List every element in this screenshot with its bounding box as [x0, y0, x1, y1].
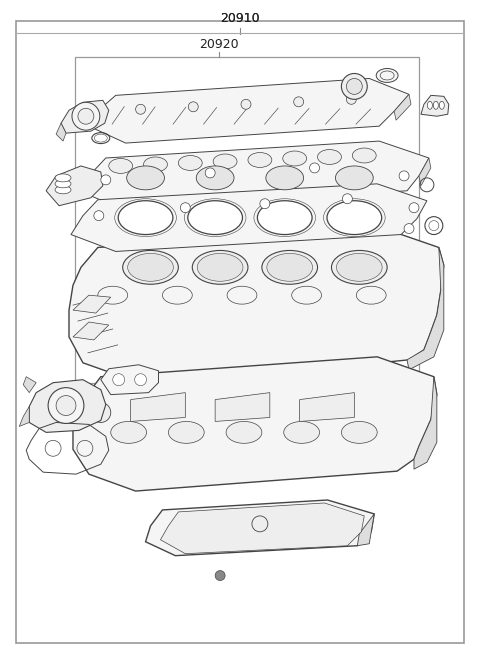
Ellipse shape: [257, 200, 312, 234]
Polygon shape: [23, 377, 36, 392]
Ellipse shape: [267, 253, 312, 281]
Ellipse shape: [55, 186, 71, 194]
Ellipse shape: [327, 200, 382, 234]
Polygon shape: [19, 407, 29, 426]
Ellipse shape: [262, 250, 318, 284]
Circle shape: [72, 102, 100, 130]
Ellipse shape: [227, 286, 257, 304]
Ellipse shape: [292, 286, 322, 304]
Ellipse shape: [283, 151, 307, 166]
Text: 20910: 20910: [220, 12, 260, 26]
Ellipse shape: [109, 159, 132, 174]
Circle shape: [101, 175, 111, 185]
Circle shape: [252, 516, 268, 532]
Polygon shape: [145, 500, 374, 555]
Ellipse shape: [439, 102, 444, 109]
Polygon shape: [160, 503, 364, 553]
Circle shape: [113, 374, 125, 386]
Circle shape: [56, 396, 76, 415]
Ellipse shape: [118, 200, 173, 234]
Text: 20910: 20910: [220, 12, 260, 25]
Ellipse shape: [284, 421, 320, 443]
Ellipse shape: [336, 166, 373, 190]
Ellipse shape: [55, 180, 71, 188]
Circle shape: [342, 194, 352, 204]
Circle shape: [188, 102, 198, 112]
Ellipse shape: [356, 286, 386, 304]
Ellipse shape: [127, 166, 165, 190]
Ellipse shape: [128, 253, 173, 281]
Circle shape: [341, 73, 367, 100]
Ellipse shape: [144, 157, 168, 172]
Ellipse shape: [98, 286, 128, 304]
Ellipse shape: [248, 153, 272, 168]
Text: 20920: 20920: [199, 39, 239, 51]
Circle shape: [94, 211, 104, 221]
Ellipse shape: [318, 149, 341, 164]
Ellipse shape: [196, 166, 234, 190]
Ellipse shape: [55, 174, 71, 182]
Ellipse shape: [336, 253, 382, 281]
Polygon shape: [407, 248, 444, 370]
Circle shape: [404, 223, 414, 234]
Ellipse shape: [179, 155, 202, 170]
Circle shape: [48, 388, 84, 423]
Circle shape: [215, 571, 225, 580]
Polygon shape: [215, 392, 270, 421]
Circle shape: [310, 163, 320, 173]
Polygon shape: [421, 96, 449, 116]
Circle shape: [78, 108, 94, 124]
Circle shape: [205, 168, 215, 178]
Ellipse shape: [162, 286, 192, 304]
Circle shape: [260, 198, 270, 209]
Polygon shape: [357, 514, 374, 546]
Ellipse shape: [427, 102, 432, 109]
Polygon shape: [73, 322, 109, 340]
Polygon shape: [419, 158, 431, 186]
Ellipse shape: [197, 253, 243, 281]
Polygon shape: [414, 377, 437, 469]
Ellipse shape: [188, 200, 242, 234]
Polygon shape: [69, 227, 444, 380]
Polygon shape: [131, 392, 185, 421]
Ellipse shape: [213, 154, 237, 169]
Circle shape: [347, 79, 362, 94]
Circle shape: [347, 94, 356, 104]
Ellipse shape: [376, 69, 398, 83]
Polygon shape: [394, 94, 411, 121]
Ellipse shape: [352, 148, 376, 163]
Ellipse shape: [341, 421, 377, 443]
Circle shape: [134, 374, 146, 386]
Circle shape: [241, 100, 251, 109]
Ellipse shape: [226, 421, 262, 443]
Polygon shape: [89, 79, 409, 143]
Ellipse shape: [111, 421, 146, 443]
Polygon shape: [101, 365, 158, 394]
Circle shape: [294, 97, 304, 107]
Polygon shape: [46, 166, 103, 206]
Polygon shape: [300, 392, 354, 421]
Circle shape: [91, 403, 111, 422]
Ellipse shape: [433, 102, 438, 109]
Polygon shape: [73, 357, 437, 491]
Polygon shape: [79, 141, 429, 208]
Polygon shape: [71, 184, 427, 252]
Ellipse shape: [123, 250, 179, 284]
Circle shape: [399, 171, 409, 181]
Ellipse shape: [266, 166, 304, 190]
Polygon shape: [56, 123, 66, 141]
Bar: [75, 57, 419, 383]
Polygon shape: [29, 380, 106, 432]
Circle shape: [180, 203, 190, 213]
Ellipse shape: [192, 250, 248, 284]
Ellipse shape: [168, 421, 204, 443]
Circle shape: [409, 203, 419, 213]
Ellipse shape: [332, 250, 387, 284]
Polygon shape: [73, 295, 111, 313]
Circle shape: [136, 104, 145, 114]
Polygon shape: [61, 100, 109, 133]
